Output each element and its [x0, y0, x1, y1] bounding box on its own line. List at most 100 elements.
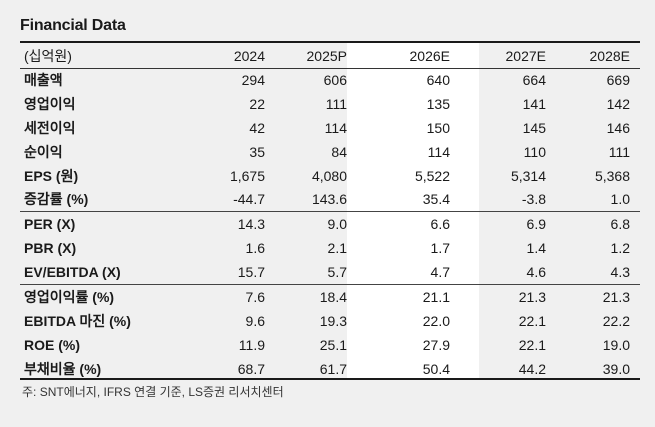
- table-cell: 1.4: [526, 240, 546, 257]
- header-unit: (십억원): [24, 47, 72, 64]
- table-cell: 4.3: [610, 264, 630, 281]
- table-cell: 18.4: [265, 284, 347, 309]
- row-label: EV/EBITDA (X): [24, 264, 121, 281]
- table-cell: 5,314: [510, 167, 546, 184]
- table-cell: 4.6: [526, 264, 546, 281]
- row-label: 세전이익: [24, 119, 76, 136]
- table-cell: 111: [325, 95, 347, 112]
- table-cell: 22.2: [602, 312, 630, 329]
- table-cell: 19.0: [602, 336, 630, 353]
- row-label: PBR (X): [24, 240, 77, 257]
- table-cell: 35: [249, 143, 265, 160]
- header-2027e: 2027E: [505, 47, 546, 64]
- table-cell: 61.7: [319, 360, 347, 377]
- table-cell: 22: [249, 95, 265, 112]
- table-cell: 294: [241, 71, 265, 88]
- table-cell: -3.8: [521, 191, 546, 208]
- row-label: 매출액: [24, 71, 63, 88]
- table-row: PER (X) 14.3 9.0 6.6 6.9 6.8: [20, 211, 640, 237]
- table-cell: 5,522: [414, 167, 450, 184]
- table-row: 증감률 (%) -44.7 143.6 35.4 -3.8 1.0: [20, 187, 640, 211]
- table-cell: 9.6: [245, 312, 265, 329]
- table-cell: 14.3: [170, 211, 265, 237]
- table-cell: 2.1: [327, 240, 347, 257]
- row-label: ROE (%): [24, 336, 80, 353]
- table-row: 부채비율 (%) 68.7 61.7 50.4 44.2 39.0: [20, 357, 640, 381]
- table-cell: 21.3: [460, 284, 556, 309]
- table-cell: 4,080: [311, 167, 347, 184]
- top-rule: [20, 41, 640, 43]
- table-cell: 84: [331, 143, 347, 160]
- table-cell: 150: [426, 119, 450, 136]
- table-cell: 1,675: [229, 167, 265, 184]
- table-cell: 1.6: [245, 240, 265, 257]
- highlight-column-2026e: [347, 43, 479, 378]
- table-cell: 15.7: [237, 264, 265, 281]
- table-cell: 50.4: [422, 360, 450, 377]
- table-cell: 143.6: [311, 191, 347, 208]
- table-cell: 39.0: [602, 360, 630, 377]
- header-rule: [20, 68, 640, 69]
- table-cell: 21.3: [556, 284, 640, 309]
- table-cell: 135: [426, 95, 450, 112]
- table-row: 영업이익 22 111 135 141 142: [20, 92, 640, 116]
- table-cell: 114: [324, 119, 347, 136]
- table-cell: 640: [426, 71, 450, 88]
- table-cell: 35.4: [422, 191, 450, 208]
- row-label: 순이익: [24, 143, 63, 160]
- table-cell: 4.7: [430, 264, 450, 281]
- table-cell: 6.8: [556, 211, 640, 237]
- row-label: 부채비율 (%): [24, 360, 102, 377]
- table-cell: 669: [606, 71, 630, 88]
- header-row: (십억원) 2024 2025P 2026E 2027E 2028E: [20, 43, 640, 68]
- table-cell: 6.6: [347, 211, 460, 237]
- bottom-rule: [20, 378, 640, 380]
- table-row: 세전이익 42 114 150 145 146: [20, 116, 640, 140]
- table-cell: 44.2: [518, 360, 546, 377]
- table-cell: 5.7: [327, 264, 347, 281]
- table-title: Financial Data: [20, 17, 126, 34]
- row-label: PER (X): [20, 211, 170, 237]
- table-row: 영업이익률 (%) 7.6 18.4 21.1 21.3 21.3: [20, 284, 640, 309]
- row-label: 영업이익: [24, 95, 76, 112]
- table-cell: 7.6: [170, 284, 265, 309]
- row-label: EPS (원): [24, 167, 79, 184]
- header-2026e: 2026E: [409, 47, 450, 64]
- table-cell: 22.1: [518, 312, 546, 329]
- table-row: EV/EBITDA (X) 15.7 5.7 4.7 4.6 4.3: [20, 260, 640, 284]
- table-cell: 42: [249, 119, 265, 136]
- row-label: 증감률 (%): [24, 191, 89, 208]
- table-row: 매출액 294 606 640 664 669: [20, 68, 640, 92]
- financial-data-table: (십억원) 2024 2025P 2026E 2027E 2028E 매출액 29…: [20, 43, 640, 381]
- table-cell: 6.9: [460, 211, 556, 237]
- table-cell: -44.7: [233, 191, 265, 208]
- row-label: 영업이익률 (%): [20, 284, 170, 309]
- table-cell: 145: [522, 119, 546, 136]
- table-row: EBITDA 마진 (%) 9.6 19.3 22.0 22.1 22.2: [20, 309, 640, 333]
- table-cell: 141: [522, 95, 546, 112]
- table-row: ROE (%) 11.9 25.1 27.9 22.1 19.0: [20, 333, 640, 357]
- table-cell: 146: [606, 119, 630, 136]
- table-cell: 111: [608, 143, 630, 160]
- table-cell: 21.1: [347, 284, 460, 309]
- table-cell: 27.9: [422, 336, 450, 353]
- table-cell: 664: [522, 71, 546, 88]
- header-2025p: 2025P: [306, 47, 347, 64]
- table-cell: 25.1: [319, 336, 347, 353]
- header-2024: 2024: [233, 47, 265, 64]
- table-cell: 142: [606, 95, 630, 112]
- table-row: PBR (X) 1.6 2.1 1.7 1.4 1.2: [20, 236, 640, 260]
- table-cell: 11.9: [238, 336, 265, 353]
- table-row: 순이익 35 84 114 110 111: [20, 140, 640, 164]
- row-label: EBITDA 마진 (%): [24, 312, 131, 329]
- table-row: EPS (원) 1,675 4,080 5,522 5,314 5,368: [20, 164, 640, 188]
- table-cell: 9.0: [265, 211, 347, 237]
- table-cell: 606: [323, 71, 347, 88]
- table-cell: 19.3: [319, 312, 347, 329]
- table-cell: 1.2: [610, 240, 630, 257]
- table-cell: 1.7: [430, 240, 450, 257]
- table-cell: 5,368: [594, 167, 630, 184]
- table-cell: 68.7: [237, 360, 265, 377]
- table-cell: 110: [523, 143, 546, 160]
- source-footnote: 주: SNT에너지, IFRS 연결 기준, LS증권 리서치센터: [22, 385, 284, 399]
